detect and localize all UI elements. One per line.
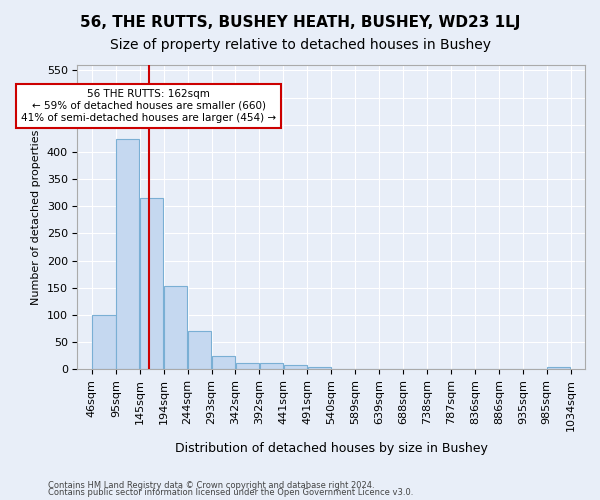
Text: 56 THE RUTTS: 162sqm
← 59% of detached houses are smaller (660)
41% of semi-deta: 56 THE RUTTS: 162sqm ← 59% of detached h… xyxy=(21,90,276,122)
Text: Contains HM Land Registry data © Crown copyright and database right 2024.: Contains HM Land Registry data © Crown c… xyxy=(48,480,374,490)
Text: 56, THE RUTTS, BUSHEY HEATH, BUSHEY, WD23 1LJ: 56, THE RUTTS, BUSHEY HEATH, BUSHEY, WD2… xyxy=(80,15,520,30)
Bar xyxy=(92,315,116,370)
Bar xyxy=(547,367,571,370)
Text: Contains public sector information licensed under the Open Government Licence v3: Contains public sector information licen… xyxy=(48,488,413,497)
X-axis label: Distribution of detached houses by size in Bushey: Distribution of detached houses by size … xyxy=(175,442,488,455)
Bar xyxy=(260,363,283,370)
Bar xyxy=(164,286,187,370)
Bar xyxy=(284,366,307,370)
Bar xyxy=(236,363,259,370)
Bar xyxy=(188,332,211,370)
Text: Size of property relative to detached houses in Bushey: Size of property relative to detached ho… xyxy=(110,38,491,52)
Bar xyxy=(308,367,331,370)
Bar xyxy=(140,198,163,370)
Y-axis label: Number of detached properties: Number of detached properties xyxy=(31,130,41,305)
Bar xyxy=(212,356,235,370)
Bar xyxy=(116,140,139,370)
